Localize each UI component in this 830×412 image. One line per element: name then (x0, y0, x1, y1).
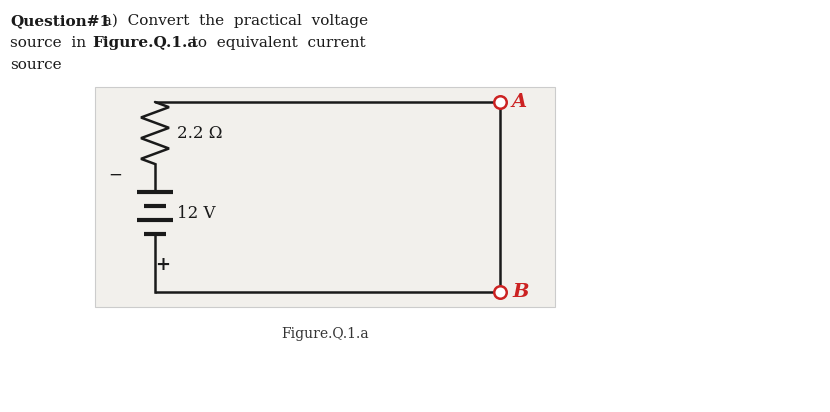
Text: Question#1: Question#1 (10, 14, 110, 28)
Text: source  in: source in (10, 36, 96, 50)
Text: Figure.Q.1.a: Figure.Q.1.a (92, 36, 198, 50)
Text: a)  Convert  the  practical  voltage: a) Convert the practical voltage (98, 14, 369, 28)
Text: 12 V: 12 V (177, 204, 216, 222)
Text: to  equivalent  current: to equivalent current (182, 36, 366, 50)
Text: Figure.Q.1.a: Figure.Q.1.a (281, 327, 369, 341)
FancyBboxPatch shape (95, 87, 555, 307)
Text: +: + (155, 256, 170, 274)
Text: 2.2 Ω: 2.2 Ω (177, 124, 222, 141)
Text: −: − (108, 167, 122, 184)
Text: source: source (10, 58, 61, 72)
Text: B: B (512, 283, 529, 301)
Text: A: A (512, 93, 527, 111)
